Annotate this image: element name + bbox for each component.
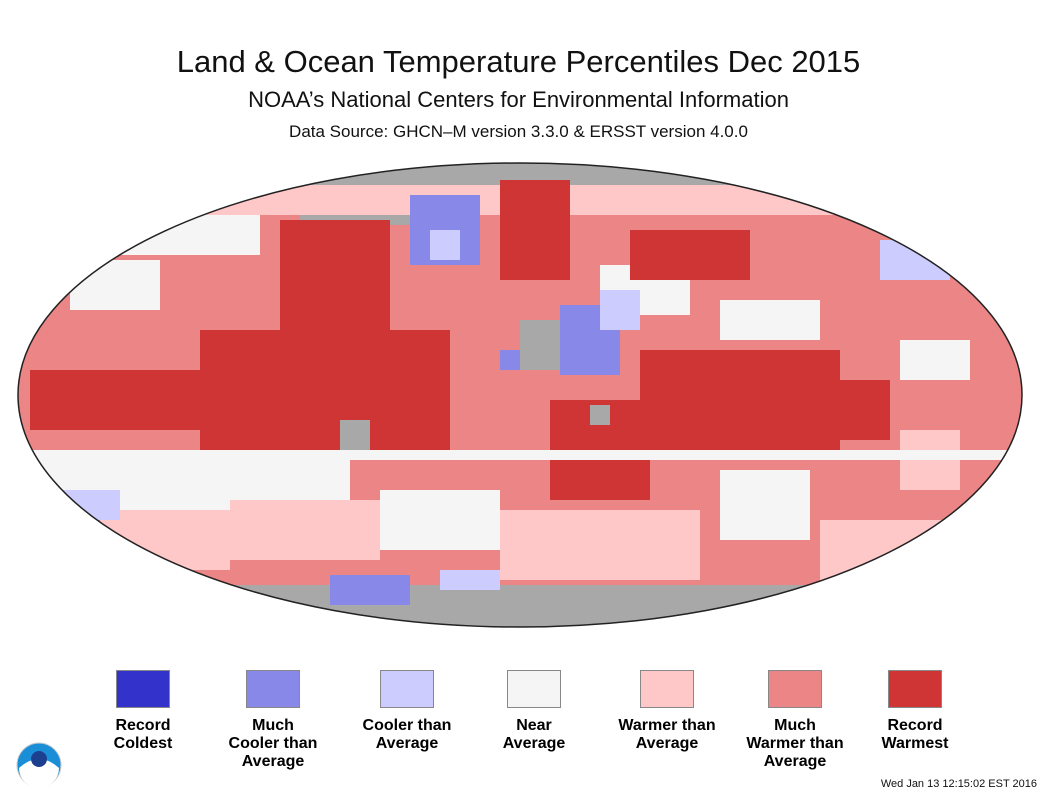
map-cell — [230, 500, 380, 560]
legend-label: Cooler than — [362, 717, 452, 734]
legend-label: Average — [635, 735, 699, 752]
map-cell — [200, 330, 450, 460]
legend-swatch — [507, 670, 561, 708]
map-cell — [440, 570, 500, 590]
legend-swatch — [246, 670, 300, 708]
legend-label: Coldest — [113, 735, 173, 752]
legend-label: Cooler than — [228, 735, 318, 752]
map-cell — [30, 520, 100, 580]
legend-label: Warmest — [881, 735, 949, 752]
map-cell — [120, 215, 260, 255]
legend-label: Warmer than — [618, 717, 716, 734]
map-cell — [30, 510, 230, 570]
legend-item: Much Cooler than Average — [213, 670, 333, 771]
legend-label: Much — [774, 717, 816, 734]
legend-item: Warmer than Average — [607, 670, 727, 753]
noaa-logo — [16, 742, 62, 788]
legend-item: Record Warmest — [855, 670, 975, 753]
chart-title: Land & Ocean Temperature Percentiles Dec… — [176, 44, 861, 79]
map-cell — [900, 340, 970, 380]
map-cell — [380, 490, 500, 550]
map-cell — [430, 230, 460, 260]
map-cell — [600, 290, 640, 330]
legend-label: Average — [375, 735, 439, 752]
map-cell — [500, 510, 700, 580]
map-cell — [520, 320, 560, 370]
legend-label: Much — [252, 717, 294, 734]
legend-item: Record Coldest — [83, 670, 203, 753]
legend-label: Record — [887, 717, 943, 734]
legend-swatch — [888, 670, 942, 708]
legend-label: Warmer than — [746, 735, 844, 752]
map-cell — [70, 260, 160, 310]
legend-item: Much Warmer than Average — [735, 670, 855, 771]
legend-label: Average — [763, 753, 827, 770]
data-source: Data Source: GHCN–M version 3.3.0 & ERSS… — [289, 122, 748, 141]
map-cell — [18, 585, 1022, 627]
legend-swatch — [640, 670, 694, 708]
legend-label: Average — [502, 735, 566, 752]
legend-item: Cooler than Average — [347, 670, 467, 753]
legend-swatch — [116, 670, 170, 708]
timestamp: Wed Jan 13 12:15:02 EST 2016 — [880, 778, 1037, 790]
legend-swatch — [768, 670, 822, 708]
map-cell — [30, 370, 220, 430]
map-cell — [500, 180, 570, 280]
chart-subtitle: NOAA’s National Centers for Environmenta… — [248, 87, 789, 112]
map-cell — [330, 575, 410, 605]
map-cell — [820, 520, 980, 580]
map-cell — [18, 450, 1022, 460]
legend-label: Near — [516, 717, 552, 734]
map-cell — [590, 405, 610, 425]
legend-item: Near Average — [474, 670, 594, 753]
map-cell — [880, 240, 950, 280]
world-percentile-map — [17, 162, 1023, 628]
legend-label: Average — [241, 753, 305, 770]
legend-label: Record — [115, 717, 171, 734]
legend-swatch — [380, 670, 434, 708]
map-cell — [630, 230, 750, 280]
map-cell — [720, 470, 810, 540]
map-cell — [800, 380, 890, 440]
map-cell — [720, 300, 820, 340]
